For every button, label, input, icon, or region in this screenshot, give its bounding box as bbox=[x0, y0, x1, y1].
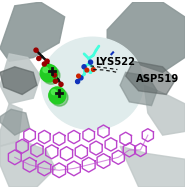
Ellipse shape bbox=[34, 48, 38, 52]
Ellipse shape bbox=[49, 87, 66, 104]
Ellipse shape bbox=[88, 60, 93, 64]
Text: LYS522: LYS522 bbox=[95, 57, 135, 67]
Polygon shape bbox=[0, 54, 41, 104]
Ellipse shape bbox=[51, 89, 68, 106]
Ellipse shape bbox=[43, 67, 48, 73]
Polygon shape bbox=[0, 141, 55, 187]
Ellipse shape bbox=[51, 90, 57, 95]
Ellipse shape bbox=[53, 79, 57, 83]
Ellipse shape bbox=[45, 59, 49, 63]
Ellipse shape bbox=[79, 76, 83, 80]
Ellipse shape bbox=[76, 80, 80, 84]
Ellipse shape bbox=[77, 74, 80, 78]
Polygon shape bbox=[0, 2, 65, 61]
Text: ASP519: ASP519 bbox=[136, 74, 179, 84]
Polygon shape bbox=[120, 72, 157, 106]
Ellipse shape bbox=[42, 67, 60, 84]
Ellipse shape bbox=[59, 82, 63, 86]
Ellipse shape bbox=[82, 65, 86, 69]
Polygon shape bbox=[120, 146, 185, 187]
Ellipse shape bbox=[37, 57, 41, 60]
Polygon shape bbox=[107, 2, 185, 72]
Polygon shape bbox=[0, 67, 37, 94]
Ellipse shape bbox=[40, 64, 58, 82]
Ellipse shape bbox=[91, 68, 95, 71]
Ellipse shape bbox=[42, 62, 46, 66]
Polygon shape bbox=[144, 85, 185, 135]
Ellipse shape bbox=[42, 37, 143, 130]
Polygon shape bbox=[0, 104, 22, 146]
Ellipse shape bbox=[85, 68, 89, 72]
Ellipse shape bbox=[53, 73, 57, 77]
Polygon shape bbox=[126, 61, 176, 94]
Polygon shape bbox=[0, 109, 29, 135]
